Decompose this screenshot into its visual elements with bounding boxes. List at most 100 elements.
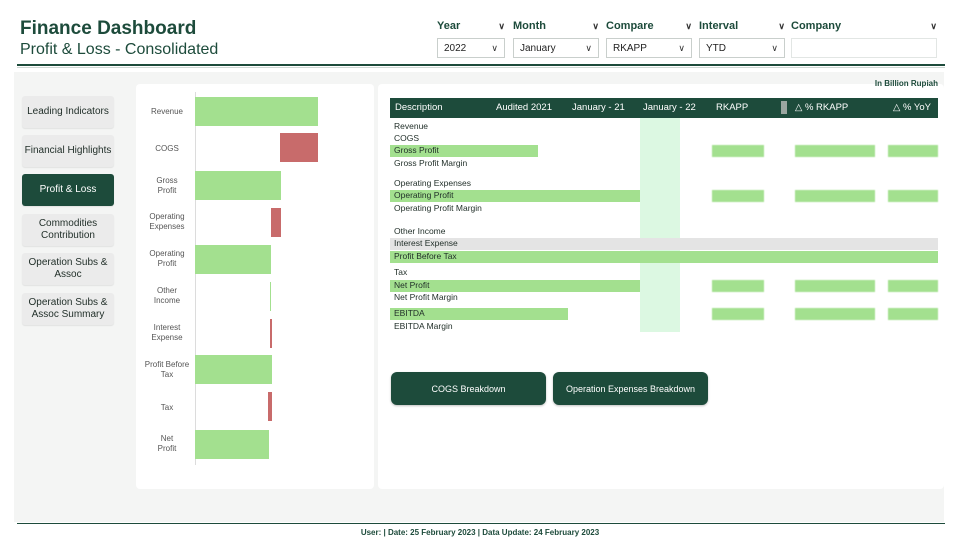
row-label: COGS bbox=[394, 133, 420, 143]
nav-commodities-contribution[interactable]: Commodities Contribution bbox=[22, 214, 114, 246]
row-highlight bbox=[712, 308, 764, 320]
row-highlight bbox=[795, 145, 875, 157]
year-filter[interactable]: Year ∨ 2022 ∨ bbox=[437, 18, 505, 58]
row-label: Operating Profit bbox=[394, 190, 454, 200]
bar-interest-expense[interactable] bbox=[270, 319, 272, 348]
col-january-22[interactable]: January - 22 bbox=[643, 102, 696, 113]
row-label: Operating Expenses bbox=[394, 178, 472, 188]
col-january-21[interactable]: January - 21 bbox=[572, 102, 625, 113]
page-title: Finance Dashboard bbox=[20, 18, 197, 39]
compare-filter[interactable]: Compare ∨ RKAPP ∨ bbox=[606, 18, 692, 58]
table-header: Description Audited 2021 January - 21 Ja… bbox=[390, 98, 938, 118]
row-label: Interest Expense bbox=[394, 238, 458, 248]
col-rkapp[interactable]: RKAPP bbox=[716, 102, 749, 113]
chevron-down-icon[interactable]: ∨ bbox=[930, 20, 937, 31]
chevron-down-icon[interactable]: ∨ bbox=[592, 20, 599, 31]
bar-label-gross-profit: Gross Profit bbox=[156, 176, 178, 195]
table-row[interactable]: EBITDA Margin bbox=[390, 321, 938, 333]
nav-leading-indicators[interactable]: Leading Indicators bbox=[22, 96, 114, 128]
bar-label-interest-expense: Interest Expense bbox=[151, 323, 183, 342]
page-subtitle: Profit & Loss - Consolidated bbox=[20, 41, 219, 58]
row-label: Gross Profit bbox=[394, 145, 439, 155]
bar-label-profit-before-tax: Profit Before Tax bbox=[144, 360, 190, 379]
nav-profit-loss[interactable]: Profit & Loss bbox=[22, 174, 114, 206]
bar-other-income[interactable] bbox=[270, 282, 271, 311]
table-row[interactable]: Gross Profit Margin bbox=[390, 158, 938, 170]
chevron-down-icon[interactable]: ∨ bbox=[498, 20, 505, 31]
company-filter[interactable]: Company ∨ bbox=[791, 18, 937, 58]
table-row[interactable]: Gross Profit bbox=[390, 145, 938, 157]
row-shade bbox=[390, 238, 938, 250]
chevron-down-icon: ∨ bbox=[771, 42, 778, 53]
col-delta-rkapp[interactable]: △ % RKAPP bbox=[795, 102, 849, 113]
chevron-down-icon[interactable]: ∨ bbox=[778, 20, 785, 31]
pl-chart-card bbox=[136, 84, 374, 489]
month-filter[interactable]: Month ∨ January ∨ bbox=[513, 18, 599, 58]
row-label: Gross Profit Margin bbox=[394, 158, 468, 168]
nav-operation-subs-assoc-summary[interactable]: Operation Subs & Assoc Summary bbox=[22, 293, 114, 325]
bar-operating-expenses[interactable] bbox=[271, 208, 281, 237]
compare-select[interactable]: RKAPP ∨ bbox=[606, 38, 692, 58]
table-row[interactable]: Profit Before Tax bbox=[390, 251, 938, 263]
row-label: Revenue bbox=[394, 121, 429, 131]
chevron-down-icon[interactable]: ∨ bbox=[685, 20, 692, 31]
table-row[interactable]: COGS bbox=[390, 133, 938, 145]
footer-status: User: | Date: 25 February 2023 | Data Up… bbox=[360, 528, 600, 537]
row-highlight bbox=[888, 308, 938, 320]
interval-value: YTD bbox=[706, 42, 726, 54]
bar-gross-profit[interactable] bbox=[195, 171, 281, 200]
bar-net-profit[interactable] bbox=[195, 430, 269, 459]
bar-operating-profit[interactable] bbox=[195, 245, 271, 274]
year-filter-label: Year bbox=[437, 20, 461, 32]
table-row[interactable]: Tax bbox=[390, 267, 938, 279]
year-value: 2022 bbox=[444, 42, 467, 54]
table-row[interactable]: Other Income bbox=[390, 226, 938, 238]
company-select[interactable] bbox=[791, 38, 937, 58]
row-highlight bbox=[390, 145, 538, 157]
bar-profit-before-tax[interactable] bbox=[195, 355, 272, 384]
row-highlight bbox=[888, 190, 938, 202]
row-label: Profit Before Tax bbox=[394, 251, 457, 261]
table-row[interactable]: Interest Expense bbox=[390, 238, 938, 250]
table-row[interactable]: Net Profit Margin bbox=[390, 292, 938, 304]
row-highlight bbox=[712, 190, 764, 202]
row-highlight bbox=[390, 308, 568, 320]
row-label: EBITDA bbox=[394, 308, 425, 318]
nav-operation-subs-assoc[interactable]: Operation Subs & Assoc bbox=[22, 253, 114, 285]
chart-axis bbox=[195, 92, 196, 465]
interval-filter[interactable]: Interval ∨ YTD ∨ bbox=[699, 18, 785, 58]
table-row[interactable]: EBITDA bbox=[390, 308, 938, 320]
month-select[interactable]: January ∨ bbox=[513, 38, 599, 58]
operation-expenses-breakdown-button[interactable]: Operation Expenses Breakdown bbox=[553, 372, 708, 405]
bar-label-cogs: COGS bbox=[155, 144, 179, 153]
bar-label-other-income: Other Income bbox=[153, 286, 181, 305]
row-label: EBITDA Margin bbox=[394, 321, 453, 331]
column-resize-handle[interactable] bbox=[781, 101, 787, 114]
row-highlight bbox=[712, 280, 764, 292]
year-select[interactable]: 2022 ∨ bbox=[437, 38, 505, 58]
table-row[interactable]: Operating Profit Margin bbox=[390, 203, 938, 215]
row-highlight bbox=[888, 280, 938, 292]
bar-label-revenue: Revenue bbox=[150, 107, 184, 116]
row-label: Tax bbox=[394, 267, 408, 277]
table-row[interactable]: Revenue bbox=[390, 121, 938, 133]
table-row[interactable]: Net Profit bbox=[390, 280, 938, 292]
header-divider-light bbox=[17, 67, 945, 68]
header-divider bbox=[17, 64, 945, 66]
interval-select[interactable]: YTD ∨ bbox=[699, 38, 785, 58]
row-highlight bbox=[795, 308, 875, 320]
col-audited-2021[interactable]: Audited 2021 bbox=[496, 102, 552, 113]
bar-revenue[interactable] bbox=[195, 97, 318, 126]
bar-tax[interactable] bbox=[268, 392, 272, 421]
table-row[interactable]: Operating Expenses bbox=[390, 178, 938, 190]
nav-financial-highlights[interactable]: Financial Highlights bbox=[22, 135, 114, 167]
table-row[interactable]: Operating Profit bbox=[390, 190, 938, 202]
col-delta-yoy[interactable]: △ % YoY bbox=[893, 102, 931, 113]
row-highlight bbox=[390, 251, 938, 263]
bar-cogs[interactable] bbox=[280, 133, 318, 162]
month-filter-label: Month bbox=[513, 20, 546, 32]
cogs-breakdown-button[interactable]: COGS Breakdown bbox=[391, 372, 546, 405]
row-label: Net Profit bbox=[394, 280, 430, 290]
month-value: January bbox=[520, 42, 556, 54]
col-description[interactable]: Description bbox=[395, 102, 443, 113]
